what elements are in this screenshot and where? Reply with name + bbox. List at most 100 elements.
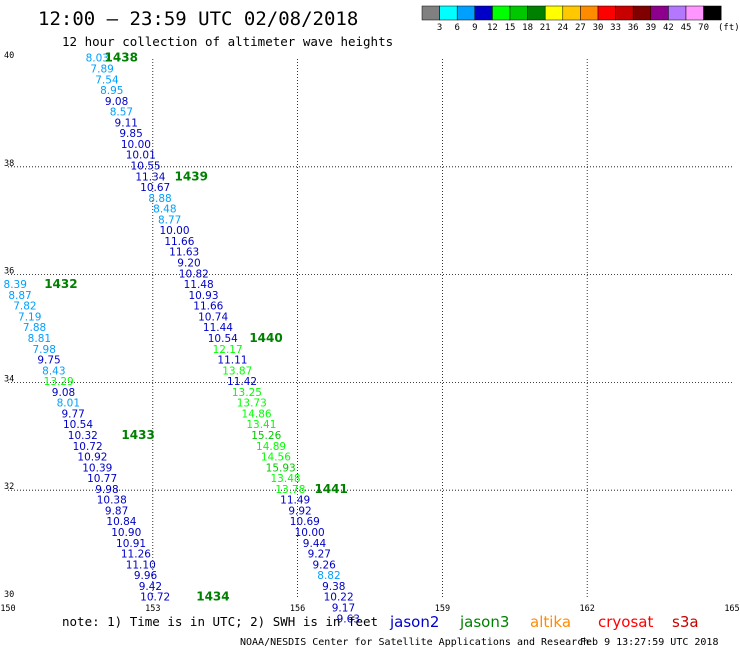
wave-height-value: 8.88 — [148, 193, 171, 205]
wave-height-value: 10.67 — [140, 182, 170, 194]
scale-swatch — [509, 5, 528, 21]
scale-tick-label: 30 — [593, 23, 604, 33]
scale-swatch — [544, 5, 564, 21]
pass-time-label: 1439 — [175, 169, 208, 183]
x-tick-label: 165 — [724, 604, 739, 614]
y-tick-label: 32 — [4, 482, 14, 492]
satellite-legend-item: s3a — [672, 613, 699, 631]
scale-swatch — [685, 5, 704, 21]
wave-height-value: 11.26 — [121, 549, 151, 561]
wave-height-value: 11.44 — [203, 322, 233, 334]
scale-tick-label: 33 — [610, 23, 621, 33]
satellite-legend: jason2 jason3 altika cryosat s3a — [389, 613, 699, 631]
scale-tick-label: 45 — [681, 23, 692, 33]
wave-height-value: 10.72 — [73, 441, 103, 453]
wave-height-value: 10.32 — [68, 430, 98, 442]
color-scale-legend: 3 6 9 12 15 18 21 24 27 30 33 36 39 42 45 70 — [421, 5, 722, 33]
wave-height-value: 7.82 — [13, 301, 36, 313]
wave-height-value: 9.11 — [115, 117, 138, 129]
scale-tick-label: 42 — [663, 23, 674, 33]
scale-tick-label: 36 — [628, 23, 639, 33]
satellite-legend-item: jason2 — [389, 613, 439, 631]
wave-height-value: 10.00 — [159, 225, 189, 237]
y-tick-label: 40 — [4, 51, 14, 61]
wave-height-value: 9.20 — [177, 258, 200, 270]
wave-height-value: 9.08 — [52, 387, 75, 399]
wave-height-value: 8.77 — [158, 214, 181, 226]
wave-height-value: 10.74 — [198, 311, 228, 323]
scale-tick-label: 24 — [557, 23, 568, 33]
wave-height-value: 10.82 — [179, 268, 209, 280]
wave-height-value: 9.87 — [105, 505, 128, 517]
wave-height-value: 10.92 — [77, 452, 107, 464]
wave-height-value: 8.81 — [28, 333, 51, 345]
grid-lines — [8, 59, 732, 598]
scale-swatch — [456, 5, 476, 21]
wave-height-value: 8.82 — [317, 570, 340, 582]
scale-tick-label: 9 — [472, 23, 477, 33]
wave-height-value: 10.54 — [208, 333, 238, 345]
footer-timestamp: Feb 9 13:27:59 UTC 2018 — [580, 637, 718, 648]
scale-tick-label: 6 — [454, 23, 459, 33]
scale-swatch — [703, 5, 722, 21]
wave-height-value: 10.84 — [106, 516, 136, 528]
pass-time-label: 1432 — [44, 277, 77, 291]
x-tick-label: 150 — [0, 604, 15, 614]
scale-swatch — [650, 5, 669, 21]
wave-height-value: 12.17 — [213, 344, 243, 356]
wave-height-value: 7.19 — [18, 311, 41, 323]
x-tick-label: 159 — [435, 604, 450, 614]
wave-height-value: 14.56 — [261, 452, 291, 464]
wave-height-value: 10.00 — [121, 139, 151, 151]
pass-time-label: 1433 — [121, 428, 154, 442]
wave-height-value: 8.01 — [57, 398, 80, 410]
scale-unit-label: (ft) — [718, 23, 740, 33]
scale-swatch — [421, 5, 440, 21]
wave-height-value: 9.75 — [37, 355, 60, 367]
scale-tick-label: 3 — [437, 23, 442, 33]
satellite-legend-item: altika — [530, 613, 571, 631]
wave-height-value: 13.25 — [232, 387, 262, 399]
x-tick-label: 162 — [580, 604, 595, 614]
wave-height-value: 10.00 — [295, 527, 325, 539]
wave-height-value: 10.39 — [82, 462, 112, 474]
wave-height-value: 10.77 — [87, 473, 117, 485]
scale-tick-label: 27 — [575, 23, 586, 33]
wave-height-value: 9.63 — [337, 613, 360, 625]
wave-height-value: 15.26 — [251, 430, 281, 442]
wave-height-value: 9.98 — [95, 484, 118, 496]
wave-height-value: 7.98 — [33, 344, 56, 356]
wave-height-value: 9.08 — [105, 96, 128, 108]
wave-height-value: 11.48 — [184, 279, 214, 291]
wave-height-value: 9.85 — [119, 128, 142, 140]
wave-height-value: 11.66 — [193, 301, 223, 313]
wave-height-value: 10.22 — [324, 592, 354, 604]
wave-height-value: 10.55 — [131, 160, 161, 172]
wave-height-value: 10.38 — [97, 495, 127, 507]
wave-height-value: 13.87 — [222, 365, 252, 377]
footer-note: note: 1) Time is in UTC; 2) SWH is in fe… — [62, 614, 378, 629]
scale-tick-label: 70 — [698, 23, 709, 33]
wave-height-value: 13.73 — [237, 398, 267, 410]
wave-height-value: 8.39 — [4, 279, 27, 291]
wave-height-value: 15.93 — [266, 462, 296, 474]
scale-tick-label: 12 — [487, 23, 498, 33]
pass-time-label: 1441 — [314, 482, 347, 496]
wave-height-value: 13.29 — [44, 376, 74, 388]
axis-ticks: 150 153 156 159 162 165 30 32 34 36 38 40 — [0, 51, 739, 614]
wave-height-value: 9.92 — [288, 505, 311, 517]
wave-height-value: 9.26 — [312, 559, 336, 571]
y-tick-label: 36 — [4, 267, 14, 277]
y-tick-label: 38 — [4, 159, 14, 169]
chart-subtitle: 12 hour collection of altimeter wave hei… — [62, 34, 393, 49]
wave-height-value: 11.66 — [164, 236, 194, 248]
scale-swatch — [474, 5, 493, 21]
wave-height-value: 8.43 — [42, 365, 65, 377]
scale-swatch — [668, 5, 687, 21]
wave-height-value: 7.88 — [23, 322, 46, 334]
wave-height-value: 13.48 — [271, 473, 301, 485]
wave-height-value: 8.48 — [153, 204, 176, 216]
satellite-legend-item: jason3 — [459, 613, 509, 631]
wave-height-value: 11.42 — [227, 376, 257, 388]
wave-height-value: 11.49 — [280, 495, 310, 507]
